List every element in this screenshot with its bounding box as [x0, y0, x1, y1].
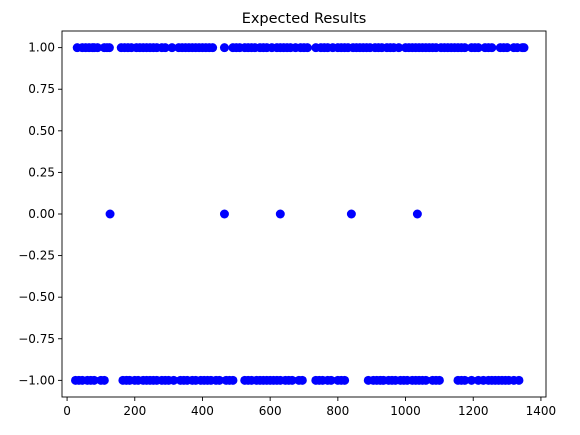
y-tick-label: −0.25: [18, 249, 55, 263]
data-point: [514, 375, 524, 385]
y-tick-label: 0.75: [28, 82, 55, 96]
data-point: [519, 43, 529, 53]
plot-frame: [61, 30, 547, 398]
data-point: [487, 43, 497, 53]
data-point: [460, 43, 470, 53]
points-layer: [71, 43, 529, 385]
data-point: [421, 375, 431, 385]
data-point: [275, 209, 285, 219]
data-point: [287, 375, 297, 385]
data-point: [104, 43, 114, 53]
data-point: [326, 375, 336, 385]
y-tick-label: 0.00: [28, 207, 55, 221]
x-tick-label: 1200: [458, 404, 489, 418]
x-tick-label: 1400: [526, 404, 557, 418]
y-tick-label: −1.00: [18, 373, 55, 387]
data-point: [169, 375, 179, 385]
data-point: [167, 43, 177, 53]
data-point: [105, 209, 115, 219]
data-point: [219, 43, 229, 53]
data-point: [302, 43, 312, 53]
x-tick-label: 800: [326, 404, 349, 418]
data-point: [394, 43, 404, 53]
data-point: [160, 43, 170, 53]
data-point: [214, 375, 224, 385]
y-tick-label: 1.00: [28, 41, 55, 55]
x-tick-label: 600: [259, 404, 282, 418]
data-point: [473, 43, 483, 53]
x-tick-label: 0: [63, 404, 71, 418]
axes-layer: 0 200 400 600 800 1000 1200 1400 1.00 0.75 0.50 0.2…: [18, 30, 557, 418]
data-point: [460, 375, 470, 385]
x-tick-label: 200: [123, 404, 146, 418]
y-tick-label: 0.25: [28, 165, 55, 179]
data-point: [346, 209, 356, 219]
data-point: [99, 375, 109, 385]
data-point: [340, 375, 350, 385]
chart-title: Expected Results: [242, 11, 367, 27]
data-point: [412, 209, 422, 219]
data-point: [297, 375, 307, 385]
data-point: [434, 375, 444, 385]
data-point: [219, 209, 229, 219]
data-point: [89, 375, 99, 385]
data-point: [502, 43, 512, 53]
data-point: [228, 375, 238, 385]
y-tick-label: 0.50: [28, 124, 55, 138]
y-tick-label: −0.75: [18, 332, 55, 346]
x-tick-label: 1000: [390, 404, 421, 418]
data-point: [208, 43, 218, 53]
x-tick-label: 400: [191, 404, 214, 418]
data-point: [93, 43, 103, 53]
data-point: [467, 375, 477, 385]
y-tick-label: −0.50: [18, 290, 55, 304]
